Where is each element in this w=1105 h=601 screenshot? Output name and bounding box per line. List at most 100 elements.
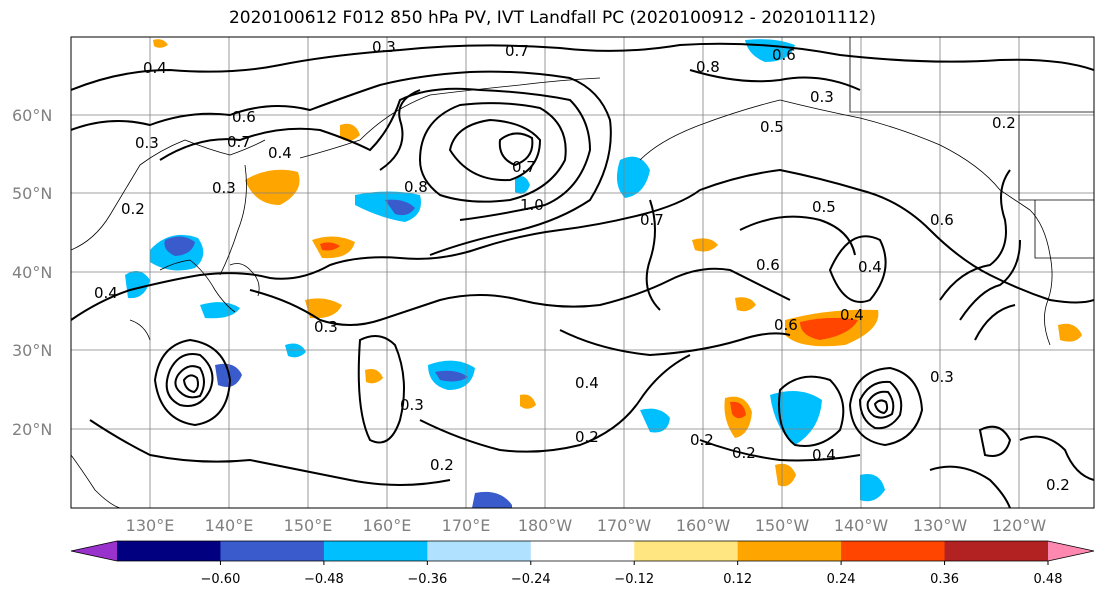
anomaly-patch [320,242,340,251]
map-title: 2020100612 F012 850 hPa PV, IVT Landfall… [228,8,876,28]
contour-label: 0.8 [696,58,720,76]
anomaly-patch [616,156,650,198]
lon-tick-label: 140°W [834,516,889,535]
anomaly-patch [153,39,168,48]
colorbar-tick-label: 0.48 [1034,572,1063,587]
contour-label: 0.2 [430,456,454,474]
anomaly-patch [735,297,756,312]
colorbar-tick-label: −0.12 [614,572,654,587]
colorbar-segment [117,541,221,561]
contour-label: 0.4 [812,446,836,464]
anomaly-patch [164,236,195,256]
lon-tick-label: 170°W [597,516,652,535]
lon-tick-label: 160°W [676,516,731,535]
coastlines [71,37,1094,508]
colorbar-extend-min [71,541,117,561]
anomaly-patch [385,199,415,216]
anomaly-patch [640,408,670,433]
anomaly-patch [435,370,468,382]
contour-label: 0.5 [760,118,784,136]
contour-label: 0.7 [512,158,536,176]
colorbar-segment [220,541,325,561]
contour-label: 0.6 [756,256,780,274]
contour-label: 0.2 [121,200,145,218]
colorbar-segment [634,541,739,561]
contour-label: 0.2 [992,114,1016,132]
contour-label: 0.3 [372,38,396,56]
contour-label: 0.6 [930,211,954,229]
colorbar-segment [530,541,635,561]
anomaly-patch [340,123,360,141]
lon-tick-label: 150°W [755,516,810,535]
contour-label: 0.2 [690,431,714,449]
colorbar-segment [841,541,946,561]
colorbar-tick-label: 0.24 [827,572,856,587]
contour-label: 0.3 [400,396,424,414]
colorbar-segment [737,541,842,561]
pv-anomaly-shading [125,39,1082,508]
colorbar-outline [70,540,1095,562]
anomaly-patch [730,401,746,419]
anomaly-patch [800,317,858,340]
anomaly-patch [125,271,150,299]
anomaly-patch [285,343,306,358]
colorbar-tick-label: −0.48 [304,572,344,587]
anomaly-patch [860,474,885,502]
anomaly-patch [200,302,240,319]
lon-tick-label: 130°E [126,516,175,535]
contour-label: 0.4 [840,306,864,324]
lat-tick-label: 50°N [12,184,52,203]
colorbar-extend-max [1048,541,1094,561]
contour-label: 0.7 [640,211,664,229]
lon-tick-label: 140°E [205,516,254,535]
contour-label: 0.6 [772,46,796,64]
contour-label: 0.5 [812,198,836,216]
anomaly-patch [472,491,512,508]
lon-tick-label: 170°E [442,516,491,535]
colorbar-tick-label: 0.12 [723,572,752,587]
lat-tick-label: 20°N [12,420,52,439]
lon-tick-label: 160°E [363,516,412,535]
anomaly-patch [365,369,383,384]
lon-tick-label: 120°W [992,516,1047,535]
contour-label: 0.2 [575,428,599,446]
longitude-axis: 130°E 140°E 150°E 160°E 170°E 180°W 170°… [126,516,1047,535]
anomaly-patch [245,169,300,205]
colorbar-segment [323,541,428,561]
contour-label: 0.4 [94,284,118,302]
anomaly-patch [775,463,796,487]
contour-label: 0.2 [1046,476,1070,494]
contour-label: 0.3 [930,368,954,386]
colorbar-segment [944,541,1049,561]
colorbar-segment [427,541,532,561]
contour-label: 0.3 [212,179,236,197]
pv-contours [71,42,1094,508]
lon-tick-label: 130°W [913,516,968,535]
anomaly-patch [515,176,530,194]
contour-label: 0.8 [404,178,428,196]
contour-label: 0.7 [505,42,529,60]
contour-label: 0.4 [143,59,167,77]
colorbar-tick-label: −0.24 [511,572,551,587]
contour-label: 0.3 [314,318,338,336]
contour-label: 0.4 [575,374,599,392]
lat-tick-label: 60°N [12,106,52,125]
anomaly-patch [305,298,342,319]
latitude-axis: 20°N 30°N 40°N 50°N 60°N [12,106,52,439]
lat-tick-label: 40°N [12,263,52,282]
contour-label: 0.2 [732,444,756,462]
contour-label: 0.3 [135,134,159,152]
colorbar-tick-label: −0.60 [201,572,241,587]
lon-tick-label: 180°W [518,516,573,535]
contour-label: 0.6 [232,108,256,126]
colorbar: −0.60 −0.48 −0.36 −0.24 −0.12 0.12 0.24 0.36 0.4… [70,540,1095,587]
contour-label-group: 0.4 0.3 0.7 0.8 0.6 0.6 0.3 0.2 0.7 0.4 … [94,38,1070,494]
lat-tick-label: 30°N [12,341,52,360]
contour-label: 0.7 [227,133,251,151]
anomaly-patch [1058,323,1082,342]
contour-label: 0.3 [810,88,834,106]
colorbar-tick-label: −0.36 [407,572,447,587]
anomaly-patch [692,238,718,252]
plot-frame [70,36,1095,509]
